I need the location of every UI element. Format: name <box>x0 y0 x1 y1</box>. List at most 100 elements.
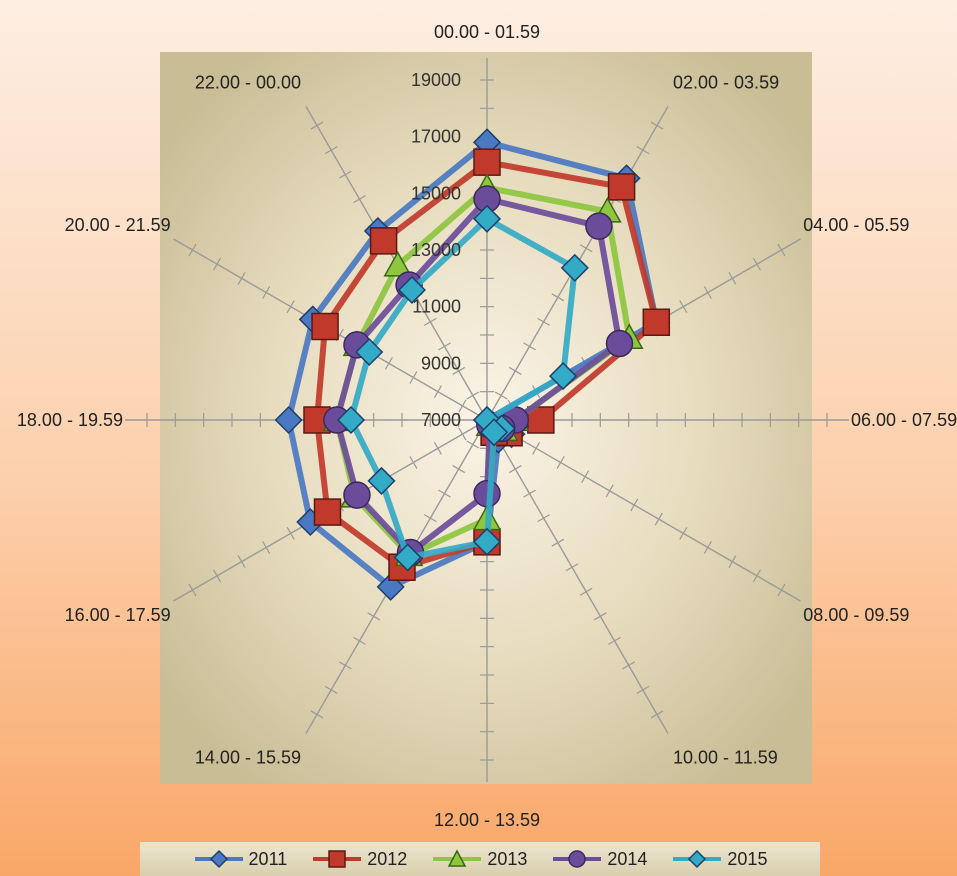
category-label: 00.00 - 01.59 <box>434 22 540 42</box>
data-point <box>313 498 342 526</box>
legend-label: 2012 <box>367 848 408 869</box>
data-point <box>355 337 384 367</box>
legend-label: 2011 <box>248 848 288 869</box>
legend-marker <box>448 849 467 867</box>
axis-tick <box>679 526 688 540</box>
data-point <box>473 148 501 176</box>
data-point <box>367 466 396 495</box>
axis-tick <box>338 170 352 179</box>
axis-tick <box>438 342 451 351</box>
axis-tick <box>579 587 593 596</box>
legend-item-2015: 2015 <box>671 849 767 870</box>
radial-tick-label: 15000 <box>411 183 461 203</box>
axis-tick <box>556 456 565 469</box>
axis-tick <box>508 465 522 474</box>
category-label: 08.00 - 09.59 <box>803 605 909 625</box>
legend-item-2012: 2012 <box>311 849 407 870</box>
data-point <box>560 253 589 282</box>
legend-swatch <box>673 849 722 869</box>
axis-tick <box>353 636 366 645</box>
category-label: 12.00 - 13.59 <box>434 810 540 830</box>
axis-tick <box>593 612 607 621</box>
axis-tick <box>433 385 442 399</box>
axis-tick <box>324 146 338 155</box>
axis-tick <box>608 636 621 645</box>
legend-item-2013: 2013 <box>431 849 527 870</box>
radial-tick-label: 19000 <box>411 70 461 90</box>
legend-swatch <box>433 849 482 867</box>
axis-tick <box>438 489 451 498</box>
axis-tick <box>213 257 222 271</box>
data-point <box>274 405 303 435</box>
axis-tick <box>605 484 614 498</box>
axis-tick <box>650 710 664 719</box>
legend-item-2011: 2011 <box>193 848 288 870</box>
data-point <box>311 312 339 341</box>
axis-tick <box>636 685 650 694</box>
axis-tick <box>703 286 712 299</box>
axis-tick <box>728 555 737 569</box>
axis-tick <box>523 489 536 498</box>
axis-tick <box>466 440 480 449</box>
category-label: 14.00 - 15.59 <box>195 748 301 768</box>
axis-tick <box>622 661 636 670</box>
radial-tick-label: 7000 <box>421 410 461 430</box>
legend-swatch <box>553 850 602 868</box>
axis-spoke <box>486 419 669 734</box>
legend-label: 2014 <box>607 848 648 869</box>
radial-tick-label: 13000 <box>411 240 461 260</box>
data-point <box>343 481 371 509</box>
axis-tick <box>353 195 366 204</box>
category-label: 22.00 - 00.00 <box>195 72 301 92</box>
axis-tick <box>452 465 466 474</box>
data-point <box>369 227 398 255</box>
legend-label: 2015 <box>727 848 768 869</box>
category-label: 18.00 - 19.59 <box>17 410 123 430</box>
category-label: 06.00 - 07.59 <box>851 410 957 430</box>
axis-tick <box>367 612 381 621</box>
axis-tick <box>523 342 536 351</box>
axis-tick <box>494 391 508 400</box>
data-point <box>549 362 578 391</box>
axis-tick <box>213 569 222 583</box>
axis-tick <box>409 371 418 384</box>
axis-tick <box>679 300 688 314</box>
axis-tick <box>565 563 579 572</box>
axis-tick <box>579 244 593 253</box>
category-label: 10.00 - 11.59 <box>673 748 778 768</box>
axis-tick <box>188 583 197 597</box>
axis-tick <box>452 366 466 375</box>
legend: 2011 2012 2013 2014 2015 <box>140 842 820 876</box>
axis-tick <box>581 470 590 484</box>
axis-tick <box>384 356 393 370</box>
axis-tick <box>728 271 737 285</box>
axis-tick <box>286 300 295 314</box>
axis-tick <box>423 317 437 326</box>
axis-tick <box>433 441 442 455</box>
axis-tick <box>423 514 437 523</box>
axis-tick <box>532 441 541 455</box>
legend-item-2014: 2014 <box>551 849 647 870</box>
axis-tick <box>650 121 664 130</box>
category-label: 20.00 - 21.59 <box>65 215 171 235</box>
data-point <box>472 204 502 233</box>
axis-tick <box>237 271 246 285</box>
radar-chart: 7000 9000 11000 13000 15000 17000 19000 00.00 -… <box>17 22 957 830</box>
axis-tick <box>703 541 712 554</box>
legend-swatch <box>313 850 362 868</box>
data-point <box>472 527 502 556</box>
axis-tick <box>508 366 522 375</box>
axis-tick <box>458 427 467 441</box>
axis-tick <box>630 498 639 512</box>
category-label: 02.00 - 03.59 <box>673 72 779 92</box>
axis-tick <box>310 121 324 130</box>
axis-tick <box>466 391 480 400</box>
data-point <box>336 405 366 435</box>
axis-tick <box>551 538 565 547</box>
legend-swatch <box>194 849 243 869</box>
axis-spoke <box>486 419 801 602</box>
axis-tick <box>458 399 467 413</box>
legend-marker <box>209 849 228 869</box>
category-label: 04.00 - 05.59 <box>803 215 909 235</box>
axis-tick <box>286 526 295 540</box>
